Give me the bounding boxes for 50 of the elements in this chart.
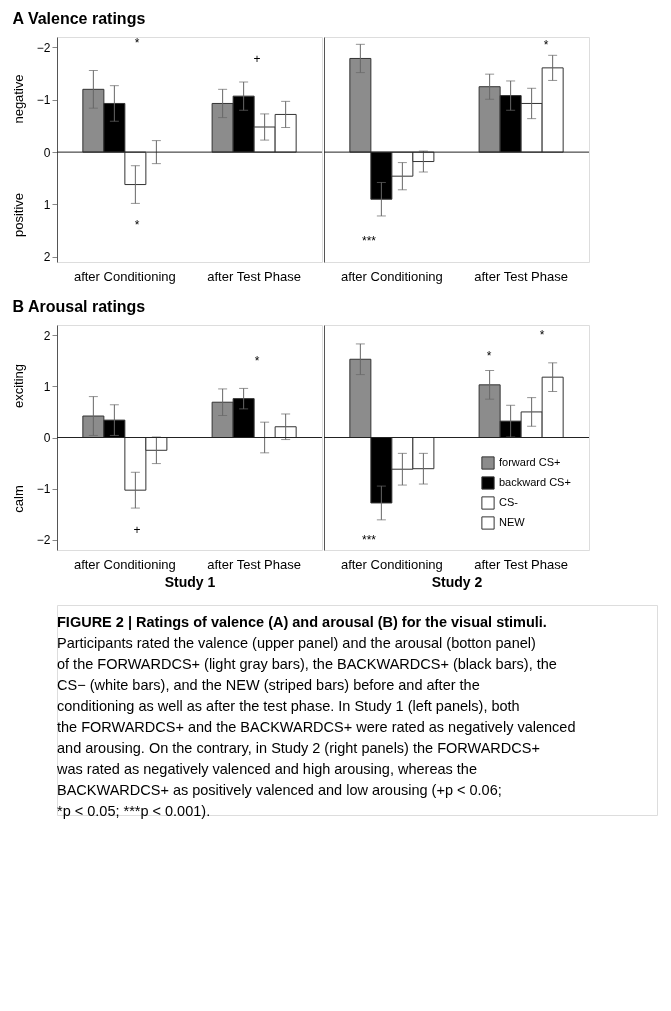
x-tick-label: after Test Phase (207, 268, 301, 284)
y-tick-label: 2 (43, 328, 51, 343)
text: the FORWARDCS+ and the BACKWARDCS+ were rated as negatively valenced (57, 718, 576, 735)
legend-label: forward CS+ (499, 456, 561, 468)
y-tick-label: −2 (36, 533, 51, 548)
text: *p < 0.05; ***p < 0.001). (57, 802, 211, 819)
text: and arousing. On the contrary, in Study 2 (right panels) the FORWARDCS+ (57, 739, 540, 756)
x-axis-title: Study 1 (164, 573, 216, 590)
annotation: + (133, 523, 141, 537)
legend-label: CS- (499, 496, 519, 508)
caption: FIGURE 2 | Ratings of valence (A) and arousal (B) for the visual stimuli. (57, 613, 547, 630)
x-tick-label: after Conditioning (73, 268, 176, 284)
y-tick-label: 1 (43, 379, 51, 394)
y-tick-label: −2 (36, 40, 51, 55)
text: calm (11, 485, 26, 513)
text: exciting (11, 363, 26, 409)
legend-label: backward CS+ (499, 476, 571, 488)
x-tick-label: after Conditioning (340, 268, 443, 284)
x-tick-label: after Test Phase (474, 268, 568, 284)
y-tick-label: −1 (36, 482, 51, 497)
annotation: *** (361, 533, 377, 547)
annotation: * (543, 38, 549, 52)
chart-title: B Arousal ratings (12, 297, 146, 315)
y-tick-label: −1 (36, 93, 51, 108)
annotation: * (539, 328, 545, 342)
text: was rated as negatively valenced and high arousing, whereas the (56, 760, 477, 777)
text: Participants rated the valence (upper panel) and the arousal (botton panel) (57, 634, 536, 651)
x-tick-label: after Test Phase (207, 556, 301, 572)
annotation: * (486, 349, 492, 363)
annotation: * (134, 36, 140, 50)
x-tick-label: after Conditioning (340, 556, 443, 572)
chart-title: A Valence ratings (12, 9, 146, 27)
text: BACKWARDCS+ as positively valenced and low arousing (+p < 0.06; (57, 781, 502, 798)
text: positive (11, 192, 26, 238)
x-axis-title: Study 2 (431, 573, 483, 590)
annotation: * (134, 218, 140, 232)
y-tick-label: 2 (43, 250, 51, 265)
text: conditioning as well as after the test phase. In Study 1 (left panels), both (57, 697, 520, 714)
legend-label: NEW (499, 516, 526, 528)
x-tick-label: after Test Phase (474, 556, 568, 572)
text: negative (11, 74, 26, 124)
annotation: * (254, 354, 260, 368)
annotation: + (253, 52, 261, 66)
x-tick-label: after Conditioning (73, 556, 176, 572)
y-tick-label: 0 (43, 145, 51, 160)
text: CS− (white bars), and the NEW (striped bars) before and after the (57, 676, 480, 693)
annotation: *** (361, 234, 377, 248)
text: of the FORWARDCS+ (light gray bars), the BACKWARDCS+ (black bars), the (57, 655, 557, 672)
y-tick-label: 1 (43, 197, 51, 212)
y-tick-label: 0 (43, 431, 51, 445)
